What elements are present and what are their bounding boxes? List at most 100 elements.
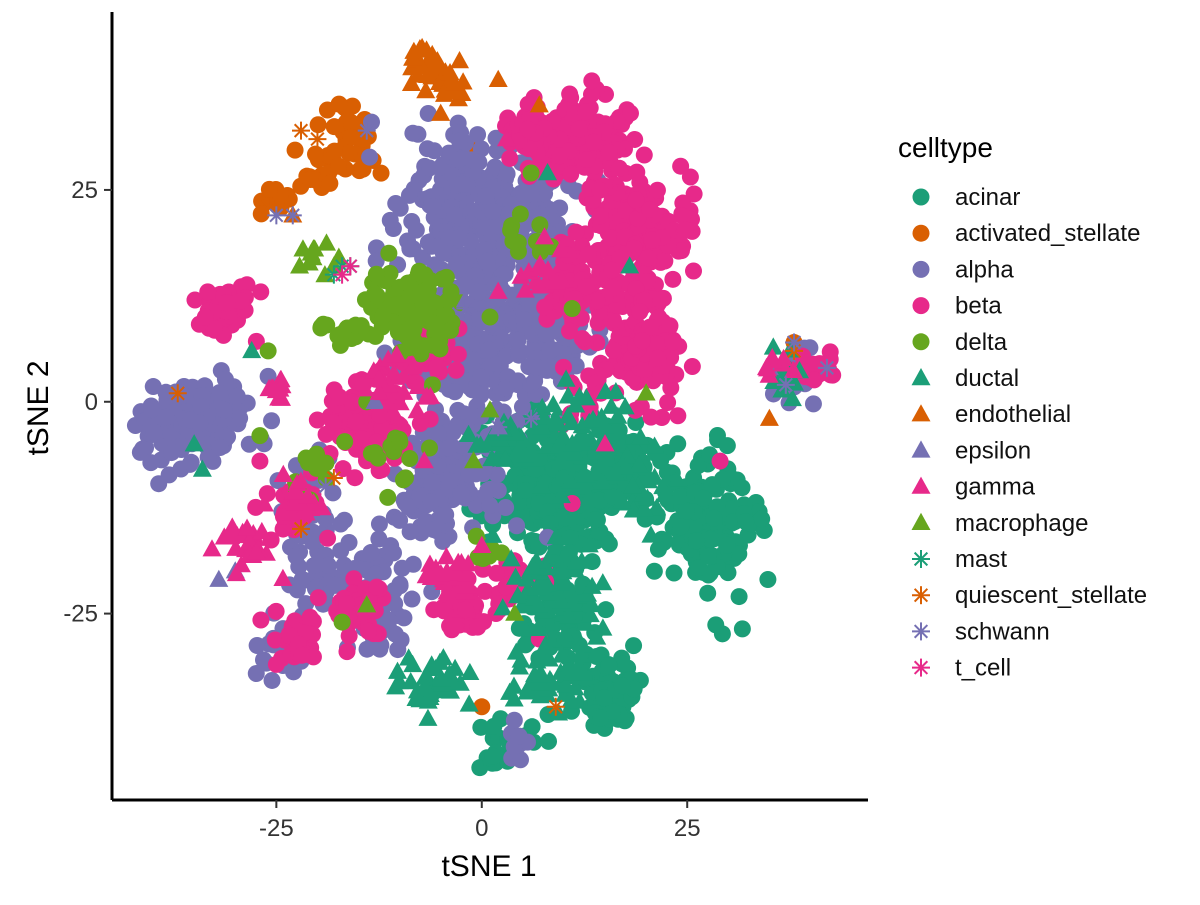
point-ductal xyxy=(532,416,552,435)
axes: -25 0 25 -25 0 25 xyxy=(63,12,868,842)
point-macrophage xyxy=(636,383,656,401)
point-ductal xyxy=(580,429,600,447)
point-alpha xyxy=(254,651,272,669)
x-tick-label: -25 xyxy=(259,815,294,842)
legend-key-mast xyxy=(912,550,930,568)
point-schwann xyxy=(316,477,335,496)
point-delta xyxy=(431,340,449,358)
point-ductal xyxy=(576,465,596,483)
point-beta xyxy=(635,146,653,164)
point-alpha xyxy=(484,354,502,372)
point-alpha xyxy=(403,590,421,608)
point-ductal xyxy=(641,525,661,543)
point-beta xyxy=(676,221,694,239)
point-quiescent-stellate xyxy=(292,121,310,140)
point-alpha xyxy=(470,283,488,301)
point-ductal xyxy=(562,412,582,431)
point-schwann xyxy=(283,206,302,225)
point-alpha xyxy=(498,165,516,183)
point-alpha xyxy=(449,150,467,168)
point-alpha xyxy=(400,186,418,204)
point-gamma xyxy=(226,563,246,582)
legend-item-schwann: schwann xyxy=(912,618,1050,645)
legend-item-delta: delta xyxy=(912,329,1008,356)
point-gamma xyxy=(434,572,454,590)
point-gamma xyxy=(384,402,404,421)
point-endothelial xyxy=(403,48,423,66)
point-beta xyxy=(238,276,256,294)
point-alpha xyxy=(362,544,380,562)
point-schwann xyxy=(456,299,475,318)
legend-key-alpha xyxy=(912,260,930,278)
point-alpha xyxy=(423,583,441,601)
point-ductal xyxy=(572,635,592,653)
point-beta xyxy=(317,425,335,443)
point-alpha xyxy=(451,132,469,150)
point-endothelial xyxy=(529,95,549,113)
point-acinar xyxy=(540,732,558,750)
point-ductal xyxy=(242,340,262,359)
point-epsilon xyxy=(365,391,385,409)
point-quiescent-stellate xyxy=(308,130,327,149)
point-acinar xyxy=(645,562,663,580)
point-ductal xyxy=(549,703,569,721)
point-ductal xyxy=(562,433,582,452)
legend-label: t_cell xyxy=(955,655,1011,682)
legend-label: mast xyxy=(955,546,1007,573)
point-ductal xyxy=(522,556,542,575)
point-delta xyxy=(333,613,351,631)
point-alpha xyxy=(192,398,210,416)
point-alpha xyxy=(142,400,160,418)
point-alpha xyxy=(304,533,322,551)
point-alpha xyxy=(450,229,468,247)
point-gamma xyxy=(202,539,222,557)
point-beta xyxy=(373,419,391,437)
point-beta xyxy=(371,406,389,424)
point-alpha xyxy=(478,252,496,270)
legend-key-quiescent-stellate xyxy=(912,586,930,605)
point-gamma xyxy=(312,498,332,516)
point-alpha xyxy=(211,384,229,402)
point-alpha xyxy=(385,544,403,562)
point-ductal xyxy=(555,443,575,461)
legend-item-mast: mast xyxy=(912,546,1007,573)
point-beta xyxy=(186,291,204,309)
point-beta xyxy=(330,388,348,406)
point-alpha xyxy=(391,577,409,595)
point-macrophage xyxy=(480,400,500,418)
point-acinar xyxy=(707,616,725,634)
point-gamma xyxy=(535,227,555,245)
point-delta xyxy=(336,433,354,451)
point-gamma xyxy=(237,518,257,536)
point-ductal xyxy=(399,648,419,666)
point-acinar xyxy=(561,529,579,547)
point-acinar xyxy=(627,414,645,432)
point-delta xyxy=(412,311,430,329)
point-ductal xyxy=(508,586,528,604)
point-beta xyxy=(562,165,580,183)
legend-key-ductal xyxy=(911,368,931,386)
point-alpha xyxy=(404,124,422,142)
point-alpha xyxy=(247,665,265,683)
legend-label: endothelial xyxy=(955,401,1071,428)
point-delta xyxy=(412,284,430,302)
point-alpha xyxy=(401,523,419,541)
legend-key-schwann xyxy=(912,622,930,641)
point-acinar xyxy=(649,540,667,558)
point-beta xyxy=(457,601,475,619)
point-beta xyxy=(359,622,377,640)
point-ductal xyxy=(531,476,551,494)
point-alpha xyxy=(508,517,526,535)
point-beta xyxy=(293,646,311,664)
point-alpha xyxy=(414,249,432,267)
point-alpha xyxy=(228,387,246,405)
point-macrophage xyxy=(357,595,377,613)
point-alpha xyxy=(424,197,442,215)
point-beta xyxy=(274,520,292,538)
point-gamma xyxy=(394,366,414,384)
point-gamma xyxy=(511,266,531,284)
point-activated-stellate xyxy=(325,142,343,160)
point-beta xyxy=(536,298,554,316)
point-ductal xyxy=(460,662,480,681)
point-beta xyxy=(641,200,659,218)
